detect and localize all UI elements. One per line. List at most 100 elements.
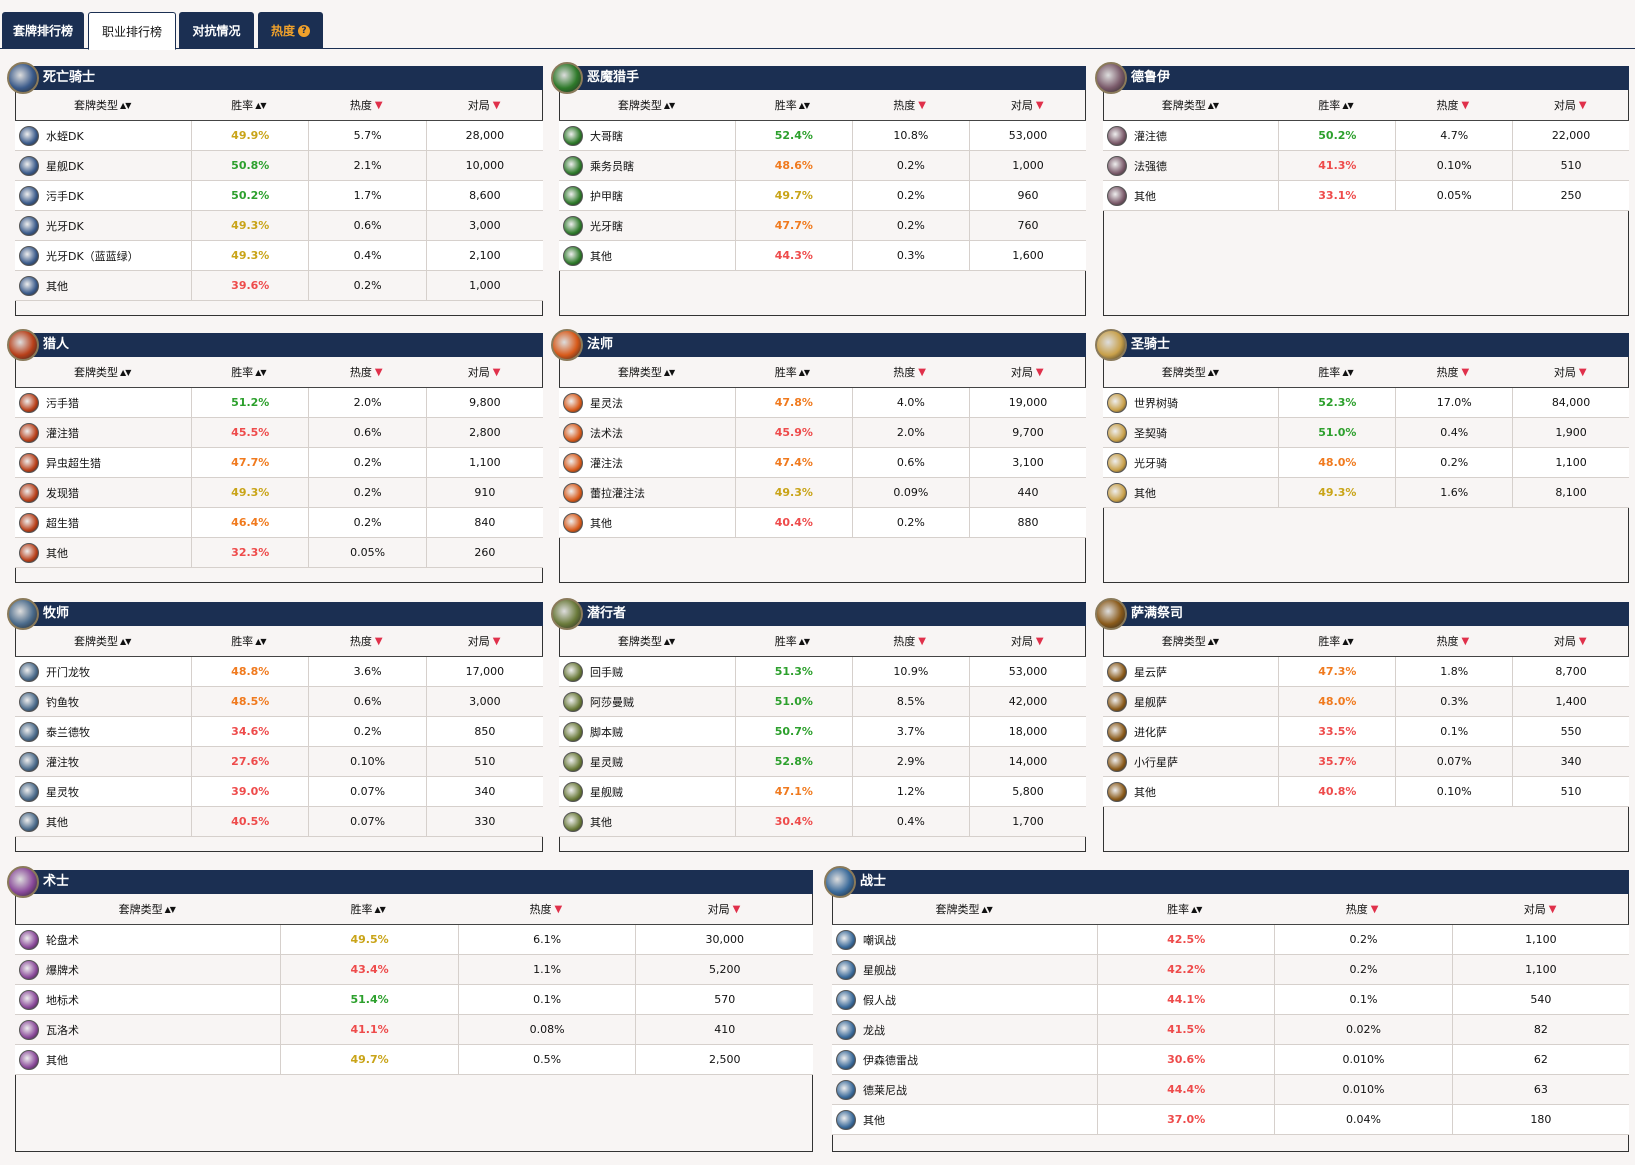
sort-winrate-header[interactable]: 胜率 ▲▼ [189, 90, 307, 120]
deck-name[interactable]: 圣契骑 [1134, 426, 1167, 440]
sort-winrate-header[interactable]: 胜率 ▲▼ [733, 357, 851, 387]
table-row[interactable]: 光牙骑 48.0% 0.2% 1,100 [1103, 448, 1629, 478]
sort-popularity-header[interactable]: 热度 ▼ [307, 626, 425, 656]
table-row[interactable]: 泰兰德牧 34.6% 0.2% 850 [15, 717, 543, 747]
sort-popularity-header[interactable]: 热度 ▼ [1394, 90, 1511, 120]
tab-matchups[interactable]: 对抗情况 [179, 12, 254, 49]
sort-deck-header[interactable]: 套牌类型 ▲▼ [15, 626, 189, 656]
sort-deck-header[interactable]: 套牌类型 ▲▼ [1103, 90, 1277, 120]
table-row[interactable]: 脚本贼 50.7% 3.7% 18,000 [559, 717, 1086, 747]
table-row[interactable]: 进化萨 33.5% 0.1% 550 [1103, 717, 1629, 747]
sort-deck-header[interactable]: 套牌类型 ▲▼ [559, 90, 733, 120]
deck-name[interactable]: 光牙DK [46, 219, 84, 233]
table-row[interactable]: 圣契骑 51.0% 0.4% 1,900 [1103, 418, 1629, 448]
sort-deck-header[interactable]: 套牌类型 ▲▼ [15, 90, 189, 120]
sort-games-header[interactable]: 对局 ▼ [1512, 626, 1629, 656]
table-row[interactable]: 星灵贼 52.8% 2.9% 14,000 [559, 747, 1086, 777]
deck-name[interactable]: 超生猎 [46, 516, 79, 530]
sort-deck-header[interactable]: 套牌类型 ▲▼ [1103, 357, 1277, 387]
deck-name[interactable]: 阿莎曼贼 [590, 695, 634, 709]
sort-games-header[interactable]: 对局 ▼ [968, 90, 1086, 120]
table-row[interactable]: 其他 40.5% 0.07% 330 [15, 807, 543, 837]
sort-winrate-header[interactable]: 胜率 ▲▼ [733, 90, 851, 120]
table-row[interactable]: 其他 33.1% 0.05% 250 [1103, 181, 1629, 211]
deck-name[interactable]: 其他 [46, 1053, 68, 1067]
table-row[interactable]: 法术法 45.9% 2.0% 9,700 [559, 418, 1086, 448]
table-row[interactable]: 星灵牧 39.0% 0.07% 340 [15, 777, 543, 807]
table-row[interactable]: 污手DK 50.2% 1.7% 8,600 [15, 181, 543, 211]
sort-deck-header[interactable]: 套牌类型 ▲▼ [1103, 626, 1277, 656]
deck-name[interactable]: 钓鱼牧 [46, 695, 79, 709]
tab-deck-ranking[interactable]: 套牌排行榜 [2, 12, 84, 49]
deck-name[interactable]: 星灵贼 [590, 755, 623, 769]
sort-games-header[interactable]: 对局 ▼ [425, 626, 543, 656]
deck-name[interactable]: 灌注牧 [46, 755, 79, 769]
sort-popularity-header[interactable]: 热度 ▼ [851, 90, 969, 120]
table-row[interactable]: 德莱尼战 44.4% 0.010% 63 [832, 1075, 1629, 1105]
deck-name[interactable]: 星灵法 [590, 396, 623, 410]
table-row[interactable]: 其他 39.6% 0.2% 1,000 [15, 271, 543, 301]
sort-winrate-header[interactable]: 胜率 ▲▼ [1095, 894, 1273, 924]
sort-winrate-header[interactable]: 胜率 ▲▼ [1277, 90, 1394, 120]
table-row[interactable]: 乘务员瞎 48.6% 0.2% 1,000 [559, 151, 1086, 181]
deck-name[interactable]: 其他 [1134, 189, 1156, 203]
deck-name[interactable]: 大哥瞎 [590, 129, 623, 143]
table-row[interactable]: 灌注法 47.4% 0.6% 3,100 [559, 448, 1086, 478]
table-row[interactable]: 星舰DK 50.8% 2.1% 10,000 [15, 151, 543, 181]
sort-games-header[interactable]: 对局 ▼ [1512, 90, 1629, 120]
table-row[interactable]: 光牙DK 49.3% 0.6% 3,000 [15, 211, 543, 241]
deck-name[interactable]: 光牙瞎 [590, 219, 623, 233]
table-row[interactable]: 其他 40.4% 0.2% 880 [559, 508, 1086, 538]
deck-name[interactable]: 灌注猎 [46, 426, 79, 440]
deck-name[interactable]: 星舰萨 [1134, 695, 1167, 709]
sort-games-header[interactable]: 对局 ▼ [425, 90, 543, 120]
deck-name[interactable]: 星灵牧 [46, 785, 79, 799]
table-row[interactable]: 其他 30.4% 0.4% 1,700 [559, 807, 1086, 837]
deck-name[interactable]: 蕾拉灌注法 [590, 486, 645, 500]
table-row[interactable]: 爆牌术 43.4% 1.1% 5,200 [15, 955, 813, 985]
table-row[interactable]: 伊森德雷战 30.6% 0.010% 62 [832, 1045, 1629, 1075]
table-row[interactable]: 其他 40.8% 0.10% 510 [1103, 777, 1629, 807]
table-row[interactable]: 光牙瞎 47.7% 0.2% 760 [559, 211, 1086, 241]
deck-name[interactable]: 法术法 [590, 426, 623, 440]
table-row[interactable]: 光牙DK（蓝蓝绿） 49.3% 0.4% 2,100 [15, 241, 543, 271]
deck-name[interactable]: 护甲瞎 [590, 189, 623, 203]
deck-name[interactable]: 异虫超生猎 [46, 456, 101, 470]
table-row[interactable]: 星舰萨 48.0% 0.3% 1,400 [1103, 687, 1629, 717]
table-row[interactable]: 其他 49.7% 0.5% 2,500 [15, 1045, 813, 1075]
sort-games-header[interactable]: 对局 ▼ [1451, 894, 1629, 924]
table-row[interactable]: 法强德 41.3% 0.10% 510 [1103, 151, 1629, 181]
deck-name[interactable]: 世界树骑 [1134, 396, 1178, 410]
deck-name[interactable]: 其他 [46, 279, 68, 293]
table-row[interactable]: 小行星萨 35.7% 0.07% 340 [1103, 747, 1629, 777]
table-row[interactable]: 灌注猎 45.5% 0.6% 2,800 [15, 418, 543, 448]
sort-popularity-header[interactable]: 热度 ▼ [851, 357, 969, 387]
deck-name[interactable]: 水蛭DK [46, 129, 84, 143]
sort-winrate-header[interactable]: 胜率 ▲▼ [279, 894, 457, 924]
deck-name[interactable]: 乘务员瞎 [590, 159, 634, 173]
table-row[interactable]: 嘲讽战 42.5% 0.2% 1,100 [832, 925, 1629, 955]
table-row[interactable]: 开门龙牧 48.8% 3.6% 17,000 [15, 657, 543, 687]
deck-name[interactable]: 星云萨 [1134, 665, 1167, 679]
table-row[interactable]: 发现猎 49.3% 0.2% 910 [15, 478, 543, 508]
deck-name[interactable]: 地标术 [46, 993, 79, 1007]
sort-winrate-header[interactable]: 胜率 ▲▼ [1277, 626, 1394, 656]
sort-deck-header[interactable]: 套牌类型 ▲▼ [559, 357, 733, 387]
deck-name[interactable]: 爆牌术 [46, 963, 79, 977]
deck-name[interactable]: 德莱尼战 [863, 1083, 907, 1097]
sort-winrate-header[interactable]: 胜率 ▲▼ [1277, 357, 1394, 387]
table-row[interactable]: 水蛭DK 49.9% 5.7% 28,000 [15, 121, 543, 151]
sort-games-header[interactable]: 对局 ▼ [968, 626, 1086, 656]
deck-name[interactable]: 瓦洛术 [46, 1023, 79, 1037]
tab-class-ranking[interactable]: 职业排行榜 [88, 12, 176, 50]
table-row[interactable]: 假人战 44.1% 0.1% 540 [832, 985, 1629, 1015]
deck-name[interactable]: 脚本贼 [590, 725, 623, 739]
deck-name[interactable]: 其他 [1134, 486, 1156, 500]
table-row[interactable]: 灌注德 50.2% 4.7% 22,000 [1103, 121, 1629, 151]
deck-name[interactable]: 星舰战 [863, 963, 896, 977]
table-row[interactable]: 龙战 41.5% 0.02% 82 [832, 1015, 1629, 1045]
deck-name[interactable]: 灌注法 [590, 456, 623, 470]
table-row[interactable]: 灌注牧 27.6% 0.10% 510 [15, 747, 543, 777]
table-row[interactable]: 星灵法 47.8% 4.0% 19,000 [559, 388, 1086, 418]
table-row[interactable]: 超生猎 46.4% 0.2% 840 [15, 508, 543, 538]
